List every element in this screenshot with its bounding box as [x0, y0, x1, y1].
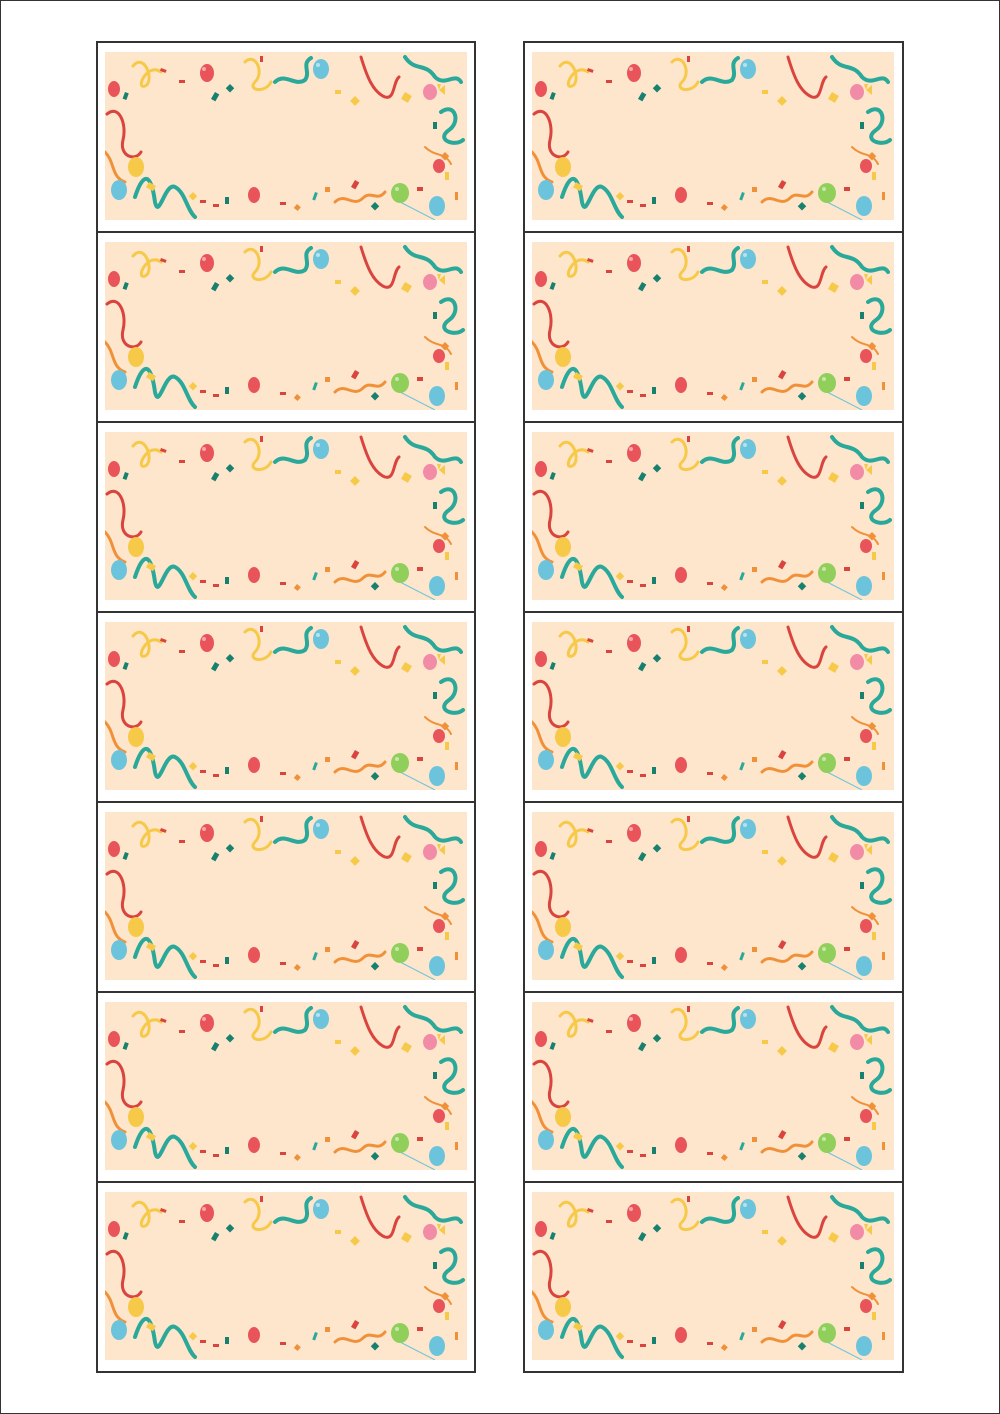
party-confetti-artwork: [532, 1002, 894, 1170]
label-cell: [96, 991, 476, 1183]
label-cell: [96, 421, 476, 613]
party-confetti-artwork: [105, 1002, 467, 1170]
party-confetti-artwork: [105, 812, 467, 980]
label-cell: [523, 991, 904, 1183]
label-cell: [523, 41, 904, 233]
label-cell: [96, 1181, 476, 1373]
party-confetti-artwork: [532, 242, 894, 410]
label-cell: [523, 1181, 904, 1373]
party-confetti-artwork: [532, 622, 894, 790]
party-confetti-artwork: [105, 1192, 467, 1360]
party-confetti-artwork: [532, 812, 894, 980]
label-cell: [96, 611, 476, 803]
label-cell: [523, 421, 904, 613]
party-confetti-artwork: [532, 432, 894, 600]
label-cell: [96, 801, 476, 993]
party-confetti-artwork: [105, 242, 467, 410]
label-cell: [523, 801, 904, 993]
label-cell: [523, 231, 904, 423]
party-confetti-artwork: [532, 52, 894, 220]
party-confetti-artwork: [105, 432, 467, 600]
label-cell: [96, 231, 476, 423]
label-cell: [96, 41, 476, 233]
party-confetti-artwork: [105, 622, 467, 790]
label-cell: [523, 611, 904, 803]
party-confetti-artwork: [105, 52, 467, 220]
party-confetti-artwork: [532, 1192, 894, 1360]
